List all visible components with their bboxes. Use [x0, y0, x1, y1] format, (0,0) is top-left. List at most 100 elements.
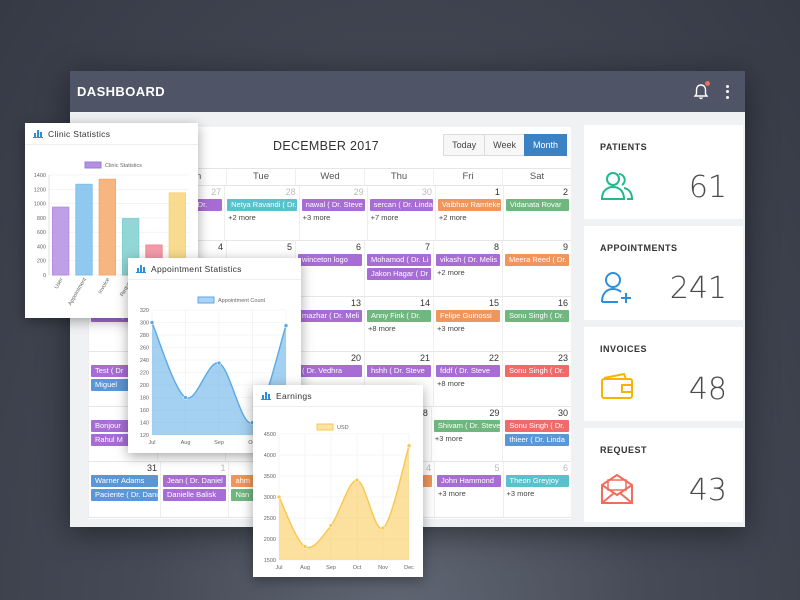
more-menu-button[interactable] [723, 84, 731, 99]
data-point[interactable] [380, 525, 386, 531]
calendar-event[interactable]: vikash ( Dr. Melis [436, 254, 500, 267]
calendar-day-cell[interactable]: 5 John Hammond +3 more [434, 462, 503, 517]
calendar-event[interactable]: Sonu Singh ( Dr. [505, 364, 569, 377]
weekday-label: Thu [364, 169, 433, 185]
day-number: 29 [489, 408, 500, 419]
calendar-event[interactable]: Jean ( Dr. Daniel [162, 475, 227, 488]
calendar-event[interactable]: Felipe Guinossi [436, 309, 500, 322]
bar[interactable] [75, 183, 93, 276]
day-number: 27 [211, 187, 222, 197]
more-events-link[interactable]: +2 more [437, 268, 465, 278]
calendar-day-cell[interactable]: 29 nawal ( Dr. Steve +3 more [298, 186, 367, 241]
calendar-day-cell[interactable]: 1 Jean ( Dr. Daniel Danielle Balisk [159, 462, 229, 517]
calendar-day-cell[interactable]: 16 Sonu Singh ( Dr. [502, 296, 571, 351]
weekday-label: Sat [502, 169, 571, 185]
calendar-event[interactable]: Netya Ravandi ( Dr. [227, 199, 297, 211]
view-button-today[interactable]: Today [443, 134, 486, 156]
data-point[interactable] [216, 360, 222, 366]
x-tick-label: Nov [378, 565, 388, 571]
stat-label: APPOINTMENTS [600, 243, 678, 253]
more-events-link[interactable]: +3 more [506, 489, 535, 499]
y-tick-label: 320 [140, 308, 149, 314]
calendar-day-cell[interactable]: 30 sercan ( Dr. Linda +7 more [366, 186, 435, 241]
more-events-link[interactable]: +3 more [302, 213, 331, 222]
x-tick-label: Sep [214, 440, 224, 446]
more-events-link[interactable]: +8 more [368, 323, 396, 333]
calendar-day-cell[interactable]: 8 vikash ( Dr. Melis +2 more [433, 241, 502, 296]
calendar-event[interactable]: Jakon Hagar ( Dr [367, 268, 431, 281]
calendar-day-cell[interactable]: 14 Anny Fink ( Dr. +8 more [364, 296, 433, 351]
calendar-day-cell[interactable]: 13 mazhar ( Dr. Meli [295, 296, 364, 351]
calendar-event[interactable]: John Hammond [437, 475, 501, 488]
data-point[interactable] [149, 320, 155, 325]
stat-value: 61 [688, 170, 727, 205]
data-point[interactable] [328, 523, 334, 528]
calendar-event[interactable]: mazhar ( Dr. Meli [298, 309, 362, 322]
stat-card-invoices[interactable]: INVOICES 48 [584, 327, 743, 421]
bar[interactable] [98, 178, 116, 276]
calendar-event[interactable]: Mohamod ( Dr. Li [367, 254, 431, 267]
bar-chart-icon [261, 392, 271, 400]
calendar-day-cell[interactable]: 23 Sonu Singh ( Dr. [502, 351, 571, 407]
card-title: Earnings [276, 390, 312, 401]
more-events-link[interactable]: +2 more [228, 213, 256, 222]
calendar-day-cell[interactable]: 6 Theon Greyjoy +3 more [502, 462, 572, 517]
more-events-link[interactable]: +3 more [437, 323, 465, 333]
more-events-link[interactable]: +7 more [370, 213, 399, 222]
calendar-event[interactable]: Vaibhav Ramteke [437, 199, 501, 211]
notification-button[interactable] [693, 80, 710, 101]
day-number: 30 [421, 187, 432, 197]
calendar-day-cell[interactable]: 22 fddf ( Dr. Steve +8 more [433, 351, 502, 407]
data-point[interactable] [354, 477, 360, 483]
calendar-event[interactable]: Theon Greyjoy [505, 475, 570, 488]
data-point[interactable] [406, 443, 412, 449]
data-point[interactable] [302, 544, 308, 549]
calendar-event[interactable]: hshh ( Dr. Steve [367, 364, 431, 377]
more-events-link[interactable]: +3 more [434, 434, 463, 444]
calendar-day-cell[interactable]: 6 winceton logo [295, 241, 364, 296]
calendar-event[interactable]: Danielle Balisk [162, 489, 227, 502]
more-events-link[interactable]: +2 more [438, 213, 467, 222]
calendar-day-cell[interactable]: 1 Vaibhav Ramteke +2 more [434, 186, 503, 241]
day-number: 1 [220, 463, 226, 474]
calendar-day-cell[interactable]: 28 Netya Ravandi ( Dr. +2 more [224, 186, 298, 241]
stat-card-request[interactable]: REQUEST 43 [584, 428, 743, 522]
data-point[interactable] [276, 494, 282, 500]
calendar-event[interactable]: Warner Adams [91, 475, 158, 488]
view-button-week[interactable]: Week [484, 134, 525, 156]
calendar-day-cell[interactable]: 9 Meera Reed ( Dr. [502, 241, 571, 296]
calendar-day-cell[interactable]: 15 Felipe Guinossi +3 more [433, 296, 502, 351]
more-events-link[interactable]: +8 more [437, 378, 465, 388]
calendar-day-cell[interactable]: 2 Vidanata Rovar [502, 186, 571, 241]
stat-card-appointments[interactable]: APPOINTMENTS 241 [584, 226, 743, 320]
y-tick-label: 260 [140, 346, 149, 352]
calendar-event[interactable]: Paciente ( Dr. Dani [91, 489, 158, 502]
calendar-day-cell[interactable]: 21 hshh ( Dr. Steve [364, 351, 433, 407]
data-point[interactable] [283, 323, 289, 328]
calendar-event[interactable]: Vidanata Rovar [505, 199, 569, 211]
calendar-day-cell[interactable]: 29 Shivam ( Dr. Steve +3 more [430, 407, 503, 462]
calendar-event[interactable]: Meera Reed ( Dr. [505, 254, 569, 267]
day-number: 8 [493, 242, 499, 253]
calendar-event[interactable]: sercan ( Dr. Linda [369, 199, 433, 211]
day-number: 6 [563, 463, 569, 474]
view-button-month[interactable]: Month [523, 134, 567, 156]
calendar-event[interactable]: fddf ( Dr. Steve [436, 364, 500, 377]
calendar-day-cell[interactable]: 31 Warner Adams Paciente ( Dr. Dani [88, 462, 160, 517]
calendar-event[interactable]: Sonu Singh ( Dr. [505, 420, 569, 433]
data-point[interactable] [183, 395, 188, 400]
calendar-event[interactable]: Shivam ( Dr. Steve [433, 420, 501, 433]
calendar-event[interactable]: Sonu Singh ( Dr. [505, 309, 569, 322]
bar[interactable] [52, 206, 70, 276]
calendar-event[interactable]: ( Dr. Vedhra [298, 364, 362, 377]
calendar-event[interactable]: Anny Fink ( Dr. [367, 309, 431, 322]
calendar-event[interactable]: nawal ( Dr. Steve [301, 199, 365, 211]
bell-icon [693, 83, 709, 99]
calendar-day-cell[interactable]: 30 Sonu Singh ( Dr. thieer ( Dr. Linda [502, 407, 571, 462]
kebab-dot-icon [725, 90, 729, 93]
calendar-event[interactable]: thieer ( Dr. Linda [505, 434, 569, 447]
stat-card-patients[interactable]: PATIENTS 61 [584, 125, 743, 219]
calendar-day-cell[interactable]: 7 Mohamod ( Dr. Li Jakon Hagar ( Dr [364, 241, 433, 296]
more-events-link[interactable]: +3 more [438, 489, 466, 499]
calendar-event[interactable]: winceton logo [298, 254, 362, 267]
